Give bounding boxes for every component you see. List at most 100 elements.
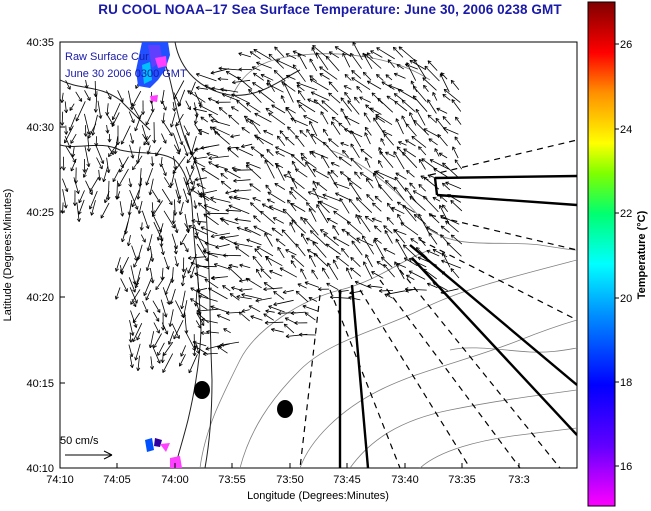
current-vector-arrow	[207, 97, 218, 103]
current-vector-arrow	[282, 289, 294, 294]
current-vector-arrow	[163, 177, 172, 189]
current-vector-arrow	[346, 221, 363, 235]
current-vector-arrow	[120, 125, 131, 145]
current-vector-arrow	[198, 129, 210, 135]
current-vector-arrow	[82, 158, 87, 173]
current-vector-arrow	[128, 332, 133, 343]
current-vector-arrow	[385, 74, 393, 81]
current-vector-arrow	[246, 102, 261, 113]
current-vector-arrow	[332, 225, 340, 236]
current-vector-arrow	[170, 112, 176, 128]
current-vector-arrow	[107, 133, 112, 143]
current-vector-arrow	[279, 130, 286, 137]
current-vector-arrow	[188, 354, 198, 374]
current-vector-arrow	[106, 90, 112, 100]
scale-arrow	[65, 450, 113, 460]
current-vector-arrow	[300, 216, 306, 225]
current-vector-arrow	[194, 91, 202, 106]
current-vector-arrow	[228, 263, 239, 268]
current-vector-arrow	[194, 123, 202, 136]
current-vector-arrow	[388, 84, 404, 92]
current-vector-arrow	[193, 200, 198, 209]
current-vector-arrow	[128, 277, 136, 293]
current-vector-arrow	[205, 345, 220, 351]
current-vector-arrow	[181, 257, 186, 273]
current-vector-arrow	[313, 99, 329, 113]
current-vector-arrow	[299, 130, 308, 137]
current-vector-arrow	[393, 93, 404, 102]
current-vector-arrow	[221, 93, 239, 101]
current-vector-arrow	[225, 310, 241, 315]
current-vector-arrow	[412, 85, 427, 102]
current-vector-arrow	[309, 120, 318, 137]
current-vector-arrow	[201, 168, 220, 180]
current-vector-arrow	[442, 93, 451, 101]
current-vector-arrow	[75, 101, 86, 122]
current-vector-arrow	[241, 143, 253, 149]
current-vector-arrow	[350, 157, 363, 170]
current-vector-arrow	[439, 73, 450, 93]
current-vector-arrow	[396, 64, 405, 70]
current-vector-arrow	[277, 135, 286, 147]
current-vector-arrow	[452, 146, 459, 159]
current-vector-arrow	[170, 267, 175, 283]
current-vector-arrow	[338, 156, 352, 167]
current-vector-arrow	[266, 82, 284, 93]
current-vector-arrow	[253, 225, 272, 236]
colorbar-tick-label: 16	[620, 461, 632, 473]
current-vector-arrow	[225, 71, 242, 81]
current-vector-arrow	[271, 104, 286, 114]
current-vector-arrow	[402, 204, 417, 222]
current-vector-arrow	[190, 261, 210, 269]
current-vector-arrow	[237, 76, 253, 90]
current-vector-arrow	[238, 67, 252, 72]
y-tick-labels: 40:35 40:30 40:25 40:20 40:15 40:10	[26, 37, 54, 475]
current-vector-arrow	[401, 99, 416, 112]
map-title: RU COOL NOAA–17 Sea Surface Temperature:…	[98, 2, 562, 17]
current-vector-arrow	[132, 323, 143, 343]
current-vector-arrow	[149, 356, 155, 370]
current-vector-arrow	[155, 147, 162, 157]
plot-area	[59, 41, 578, 469]
current-vector-arrow	[328, 81, 339, 93]
current-vector-arrow	[423, 195, 439, 213]
current-vector-arrow	[161, 133, 167, 144]
y-tick-label: 40:30	[26, 122, 54, 134]
current-vector-arrow	[283, 323, 295, 334]
current-vector-arrow	[346, 267, 353, 280]
current-vector-arrow	[306, 128, 317, 145]
current-vector-arrow	[191, 218, 207, 224]
current-vector-arrow	[268, 53, 285, 69]
current-vector-arrow	[210, 196, 231, 203]
current-vector-arrow	[395, 238, 408, 258]
colorbar-tick-label: 26	[620, 39, 632, 51]
current-vector-arrow	[409, 196, 426, 211]
current-vector-arrow	[365, 254, 373, 268]
current-vector-arrow	[351, 70, 362, 79]
current-vector-arrow	[422, 77, 437, 91]
current-vector-arrow	[210, 275, 228, 280]
current-vector-arrow	[354, 280, 372, 289]
current-vector-arrow	[145, 111, 154, 126]
current-vector-arrow	[380, 138, 386, 146]
current-vector-arrow	[318, 287, 330, 292]
current-vector-arrow	[297, 283, 307, 289]
colorbar-title: Temperature (°C)	[636, 210, 648, 299]
current-vector-arrow	[326, 282, 339, 291]
colorbar-ticks	[615, 43, 619, 467]
current-vector-arrow	[295, 290, 309, 303]
current-vector-arrow	[230, 106, 239, 112]
current-vector-arrow	[252, 82, 264, 91]
current-vector-arrow	[374, 195, 382, 203]
current-vector-arrow	[378, 184, 393, 201]
current-vector-arrow	[340, 97, 353, 112]
current-vector-arrow	[309, 230, 327, 246]
current-vector-arrow	[304, 218, 319, 236]
current-vector-arrow	[418, 184, 426, 192]
current-vector-arrow	[225, 208, 242, 213]
current-vector-arrow	[344, 116, 360, 125]
current-vector-arrow	[445, 181, 462, 190]
current-vector-arrow	[275, 238, 286, 247]
x-tick-label: 73:55	[218, 474, 246, 486]
current-vector-arrow	[70, 133, 77, 144]
